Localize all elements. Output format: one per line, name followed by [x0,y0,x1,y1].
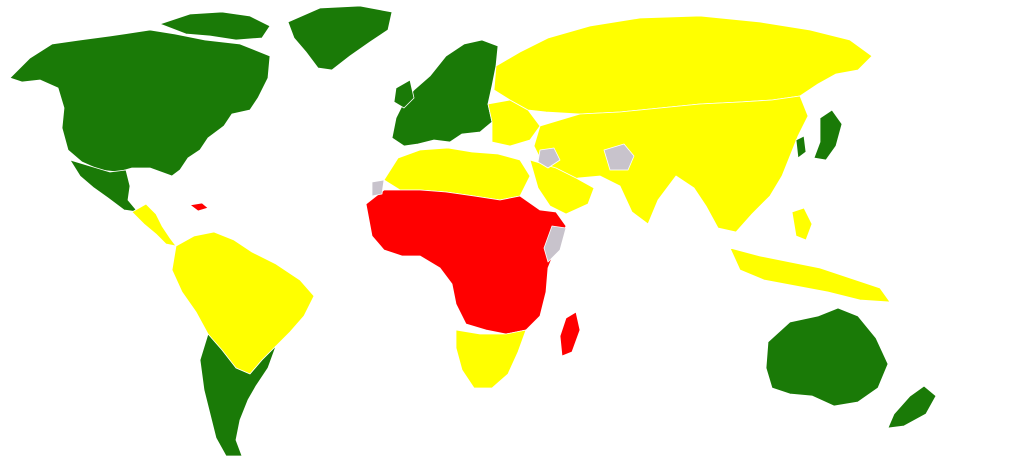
region-sub-saharan-africa [365,189,567,335]
region-new-zealand [887,385,937,429]
region-asia [533,95,809,233]
region-madagascar [559,311,581,357]
region-southern-cone [199,333,277,457]
region-no-data-d [371,179,385,197]
region-australia [765,307,889,407]
region-south-america-north [171,231,315,375]
region-caribbean [189,202,209,212]
region-north-america [9,29,271,177]
region-mexico [69,159,139,213]
region-greenland [287,5,393,71]
region-europe-islands [393,79,415,109]
region-europe [391,39,499,147]
region-japan [813,109,843,161]
region-no-data-b [537,147,561,169]
region-southern-africa [455,329,527,389]
region-russia [493,15,873,115]
region-arabia [529,159,595,215]
region-philippines [791,207,813,241]
region-north-america-arctic [159,11,271,41]
region-no-data-c [543,225,567,263]
region-korea [795,135,807,159]
region-central-america [131,203,177,247]
region-no-data-a [603,143,635,171]
region-southeast-asia [729,247,891,303]
